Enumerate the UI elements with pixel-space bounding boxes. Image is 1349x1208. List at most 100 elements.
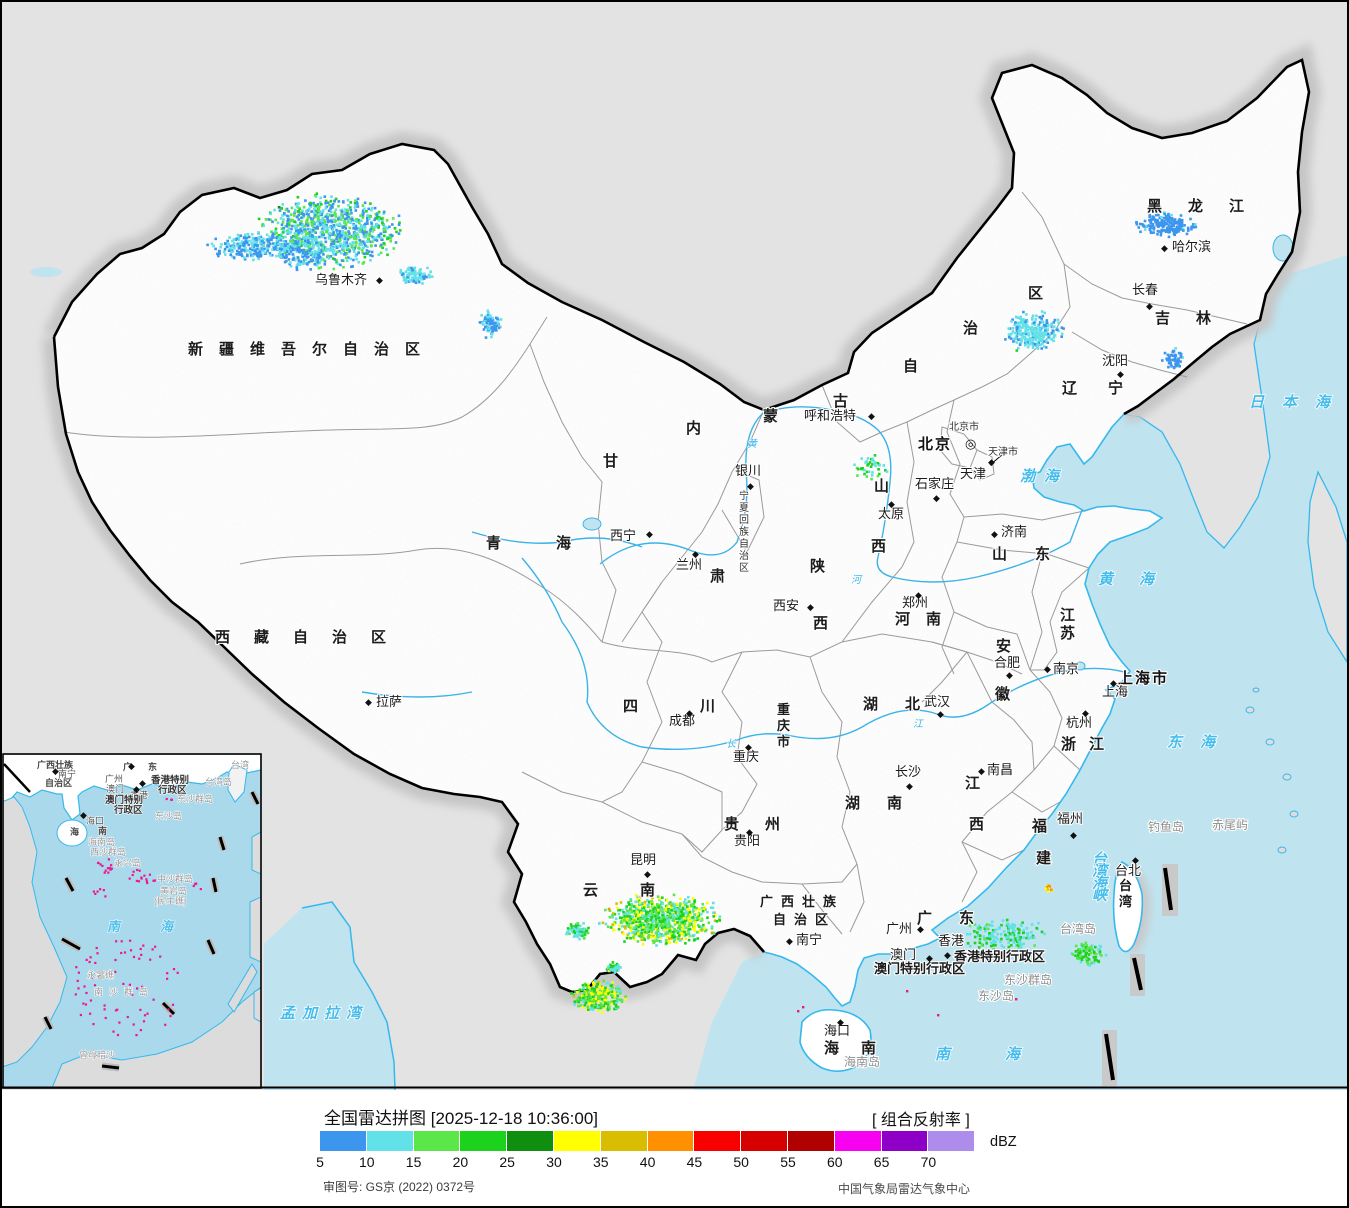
province-boundaries bbox=[63, 191, 1248, 935]
map-label: 广西壮族 bbox=[760, 894, 844, 909]
city-marker: ◆ bbox=[139, 778, 146, 788]
map-label: 香港 bbox=[938, 933, 964, 948]
map-label: 建 bbox=[1036, 849, 1052, 867]
map-label: 南昌 bbox=[987, 762, 1013, 777]
map-label: 澳门 bbox=[106, 783, 124, 794]
city-marker: ◆ bbox=[745, 742, 752, 752]
colorbar-tick: 20 bbox=[452, 1154, 469, 1170]
colorbar-tick: 35 bbox=[593, 1154, 609, 1170]
city-marker: ◆ bbox=[926, 953, 933, 963]
map-label: 昆明 bbox=[630, 852, 656, 867]
city-marker: ◆ bbox=[991, 529, 998, 539]
map-label: 福州 bbox=[1057, 811, 1083, 826]
map-label: 澳门 bbox=[890, 947, 916, 962]
map-label: 海南岛 bbox=[88, 836, 115, 847]
city-marker: ◆ bbox=[646, 529, 653, 539]
map-label: 河南 bbox=[895, 610, 957, 628]
map-label: 重庆市 bbox=[776, 702, 790, 749]
map-label: 山东 bbox=[992, 545, 1078, 563]
map-label: 天津 bbox=[960, 466, 986, 481]
city-marker: ◆ bbox=[747, 481, 754, 491]
inset-dash-line bbox=[41, 790, 261, 1072]
city-marker: ◆ bbox=[692, 549, 699, 559]
colorbar-tick: 60 bbox=[827, 1154, 843, 1170]
map-label: 兰州 bbox=[676, 557, 702, 572]
map-label: 南宁 bbox=[796, 932, 822, 947]
city-marker: ◆ bbox=[837, 1017, 844, 1027]
city-marker: ◆ bbox=[1161, 243, 1168, 253]
city-marker: ◆ bbox=[1044, 664, 1051, 674]
colorbar-tick: 30 bbox=[546, 1154, 562, 1170]
map-label: 西安 bbox=[773, 598, 799, 613]
map-bottom-rule bbox=[2, 1086, 1347, 1089]
map-label: 治 bbox=[963, 319, 978, 337]
map-label: 内 bbox=[686, 419, 701, 437]
map-label: 杭州 bbox=[1066, 715, 1092, 730]
island-markers-magenta bbox=[797, 990, 1018, 1049]
taihu-lake bbox=[1074, 661, 1086, 671]
city-marker: ◆ bbox=[888, 499, 895, 509]
map-label: 南海 bbox=[935, 1046, 1075, 1063]
city-marker: ◆ bbox=[1146, 301, 1153, 311]
colorbar-segment bbox=[507, 1131, 553, 1151]
map-label: 宁夏回族自治区 bbox=[739, 489, 749, 574]
map-label: 天津市 bbox=[988, 445, 1018, 458]
map-label: 上海市 bbox=[1118, 669, 1169, 687]
city-marker: ◆ bbox=[917, 924, 924, 934]
map-label: 拉萨 bbox=[376, 694, 402, 709]
colorbar-segment bbox=[320, 1131, 366, 1151]
map-label: 西 bbox=[969, 816, 984, 833]
inset-island-dots bbox=[74, 797, 202, 1037]
map-label: 永兴岛 bbox=[114, 857, 141, 868]
city-marker: ◎ bbox=[965, 436, 976, 451]
map-label: 江 bbox=[965, 774, 980, 792]
map-label: 贵州 bbox=[724, 815, 806, 833]
map-label: 台湾 bbox=[231, 759, 249, 770]
bengal-coastline bbox=[301, 901, 396, 1090]
map-label: 黄 bbox=[747, 438, 758, 450]
rivers bbox=[361, 406, 1125, 751]
map-label: 东沙群岛 bbox=[177, 793, 213, 804]
map-label: 湖北 bbox=[863, 696, 947, 713]
colorbar-segment bbox=[694, 1131, 741, 1151]
map-label: 郑州 bbox=[902, 595, 928, 610]
map-label: 安 bbox=[996, 637, 1011, 655]
map-label: 台湾 bbox=[1119, 878, 1132, 909]
colorbar-tick: 55 bbox=[780, 1154, 796, 1170]
colorbar-segment bbox=[881, 1131, 928, 1151]
map-label: 蒙 bbox=[763, 407, 778, 425]
map-label: 北京市 bbox=[949, 420, 979, 433]
dash-line-segments bbox=[1102, 864, 1178, 1086]
map-label: 曾母暗沙 bbox=[79, 1049, 115, 1060]
japan-land bbox=[1307, 470, 1347, 664]
map-label: 长春 bbox=[1132, 282, 1158, 297]
map-label: 黑龙江 bbox=[1147, 197, 1270, 215]
map-label: 南宁 bbox=[58, 768, 76, 779]
map-label: 台湾岛 bbox=[205, 776, 232, 787]
map-label: (民主礁) bbox=[154, 895, 187, 906]
colorbar-segment bbox=[787, 1131, 834, 1151]
colorbar-segment bbox=[647, 1131, 694, 1151]
map-label: 浙江 bbox=[1061, 735, 1117, 753]
city-marker: ◆ bbox=[686, 708, 693, 718]
colorbar-segment bbox=[413, 1131, 460, 1151]
colorbar-tick: 5 bbox=[316, 1154, 324, 1170]
colorbar-tick: 70 bbox=[920, 1154, 937, 1170]
map-label: 东海 bbox=[1167, 733, 1233, 751]
map-label: 陕 bbox=[810, 557, 825, 575]
map-label: 吉林 bbox=[1155, 309, 1237, 327]
city-marker: ◆ bbox=[1070, 830, 1077, 840]
map-label: 辽宁 bbox=[1062, 379, 1154, 397]
city-marker: ◆ bbox=[933, 493, 940, 503]
map-label: 长沙 bbox=[895, 764, 921, 779]
city-marker: ◆ bbox=[807, 602, 814, 612]
map-label: 江 bbox=[913, 718, 924, 730]
map-label: 河 bbox=[851, 574, 863, 586]
city-marker: ◆ bbox=[868, 411, 875, 421]
map-label: 合肥 bbox=[994, 655, 1020, 670]
map-label: 澳门特别行政区 bbox=[874, 961, 965, 976]
map-label: 南沙群岛 bbox=[94, 986, 154, 997]
map-label: 广东 bbox=[917, 909, 1001, 927]
